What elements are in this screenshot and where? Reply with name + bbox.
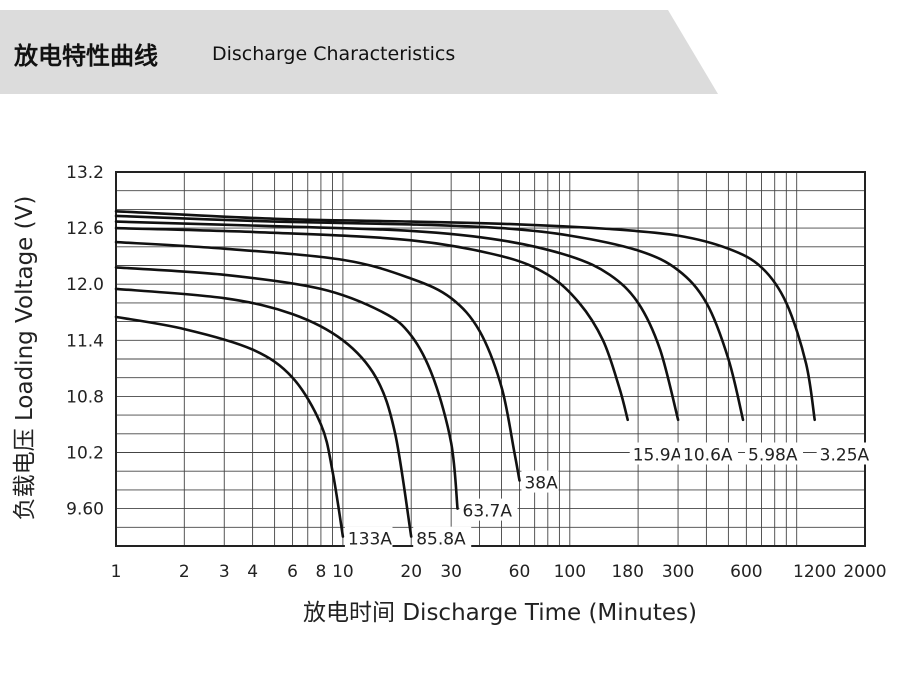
- x-tick-label: 1: [111, 562, 122, 582]
- annotation-label: 133A: [348, 530, 392, 550]
- annotation-label: 38A: [524, 474, 558, 494]
- annotation-label: 63.7A: [463, 502, 513, 522]
- series-line-38A: [114, 240, 521, 482]
- header-banner: 放电特性曲线 Discharge Characteristics: [0, 10, 720, 94]
- x-tick-label: 20: [400, 562, 422, 582]
- x-tick-label: 30: [440, 562, 462, 582]
- y-tick-label: 10.8: [66, 387, 104, 407]
- series-annotations: 133A 85.8A 63.7A 38A 15.9A 10.6A 5.98A 3.25A: [344, 442, 875, 550]
- y-tick-label: 12.0: [66, 275, 104, 295]
- annotation-background: [413, 526, 472, 549]
- annotation-background: [344, 526, 393, 549]
- x-tick-label: 2: [179, 562, 190, 582]
- x-tick-label: 8: [315, 562, 326, 582]
- banner-background: [0, 10, 718, 94]
- series-line-15.9A: [114, 226, 629, 422]
- x-tick-label: 1200: [793, 562, 836, 582]
- x-tick-label: 3: [219, 562, 230, 582]
- x-tick-label: 100: [554, 562, 586, 582]
- x-tick-label: 6: [287, 562, 298, 582]
- y-tick-labels: 9.60 10.2 10.8 11.4 12.0 12.6 13.2: [66, 163, 104, 520]
- annotation-label: 15.9A: [633, 446, 683, 466]
- annotation-background: [629, 442, 688, 465]
- annotation-background: [521, 470, 559, 493]
- series-line-10.6A: [114, 220, 680, 422]
- annotation-background: [680, 442, 739, 465]
- x-tick-label: 180: [611, 562, 643, 582]
- annotation-background: [459, 498, 518, 521]
- x-tick-label: 300: [662, 562, 694, 582]
- x-tick-labels: 1 2 3 4 6 8 10 20 30 60 100 180 300 600 1200 2000: [111, 562, 887, 582]
- series-line-63.7A: [114, 266, 459, 510]
- y-axis-label: 负载电压 Loading Voltage (V): [12, 196, 38, 521]
- y-tick-label: 10.2: [66, 444, 104, 464]
- series-line-3.25A: [114, 210, 816, 422]
- annotation-label: 5.98A: [748, 446, 798, 466]
- series-line-85.8A: [114, 287, 413, 538]
- y-tick-label: 12.6: [66, 219, 104, 239]
- y-tick-label: 9.60: [66, 500, 104, 520]
- page-title-cn: 放电特性曲线: [14, 42, 158, 70]
- series-lines: [114, 210, 816, 538]
- x-tick-label: 60: [509, 562, 531, 582]
- annotation-label: 85.8A: [416, 530, 466, 550]
- x-tick-label: 10: [332, 562, 354, 582]
- y-tick-label: 11.4: [66, 331, 104, 351]
- plot-frame: [115, 171, 866, 547]
- series-line-133A: [114, 315, 345, 538]
- annotation-background: [745, 442, 804, 465]
- annotation-label: 10.6A: [683, 446, 733, 466]
- x-axis-label: 放电时间 Discharge Time (Minutes): [303, 600, 697, 626]
- annotation-background: [816, 442, 875, 465]
- y-tick-label: 13.2: [66, 163, 104, 183]
- x-tick-label: 2000: [843, 562, 886, 582]
- page-title-en: Discharge Characteristics: [212, 43, 456, 65]
- x-tick-label: 600: [730, 562, 762, 582]
- x-tick-label: 4: [247, 562, 258, 582]
- annotation-label: 3.25A: [820, 446, 870, 466]
- series-line-5.98A: [114, 214, 745, 422]
